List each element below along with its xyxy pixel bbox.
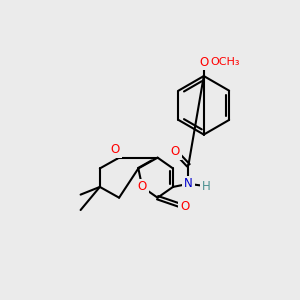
Text: OCH₃: OCH₃ [211,57,240,67]
Text: O: O [180,200,189,213]
Text: H: H [202,180,211,193]
Text: O: O [138,180,147,194]
Text: N: N [184,177,193,190]
Text: O: O [111,143,120,157]
Text: O: O [171,145,180,158]
Text: O: O [199,56,208,69]
